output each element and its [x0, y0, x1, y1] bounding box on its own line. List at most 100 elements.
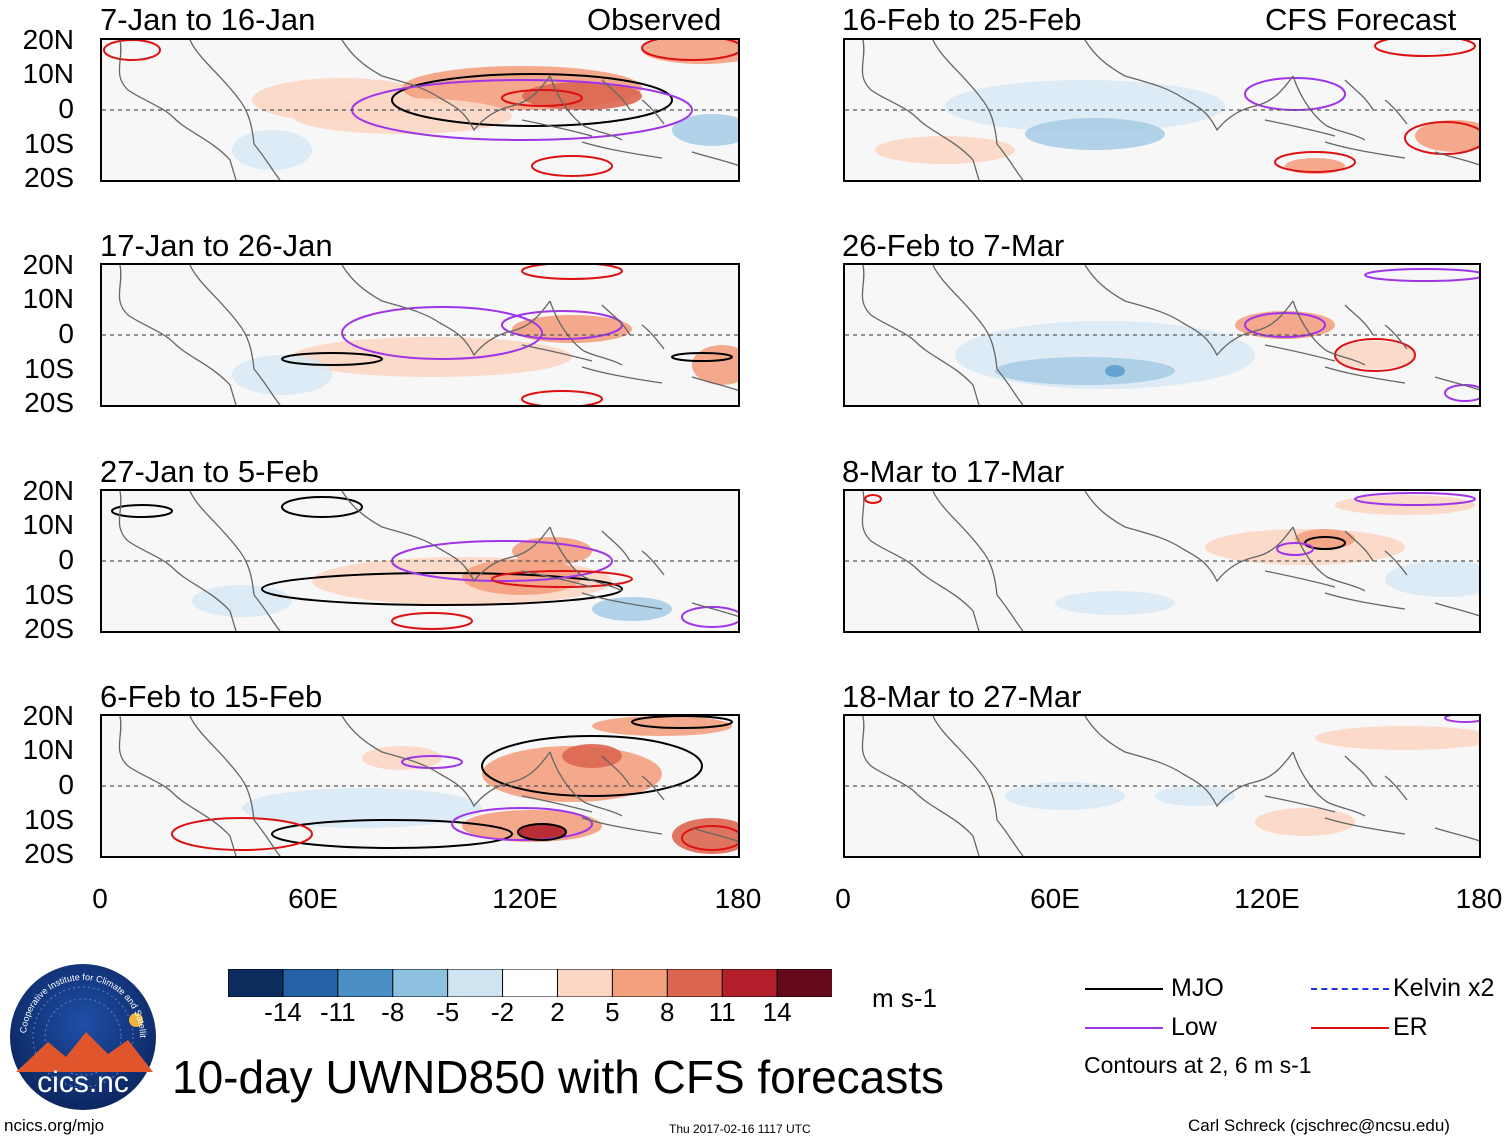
main-title: 10-day UWND850 with CFS forecasts [172, 1051, 945, 1103]
map-field [102, 265, 738, 405]
wind-anomaly-shading [292, 98, 512, 134]
wind-anomaly-shading [192, 585, 292, 617]
map-panel-8 [843, 714, 1481, 858]
legend-label-er: ER [1393, 1013, 1428, 1041]
footer-author: Carl Schreck (cjschrec@ncsu.edu) [1188, 1116, 1450, 1135]
colorbar-tick-label: 5 [605, 997, 620, 1027]
legend-label-mjo: MJO [1171, 974, 1224, 1002]
lat-label-0: 0 [58, 544, 74, 575]
lat-label-10s: 10S [24, 579, 74, 610]
filter-contour [521, 265, 623, 280]
filter-contour [631, 716, 733, 729]
filter-contour [1334, 338, 1416, 372]
panel-title-5: 27-Jan to 5-Feb [100, 454, 319, 489]
wind-anomaly-shading [232, 130, 312, 170]
map-panel-7 [100, 714, 740, 858]
colorbar-swatch [666, 968, 724, 998]
filter-contour [1354, 492, 1476, 506]
panel-tag-forecast: CFS Forecast [1265, 2, 1457, 37]
filter-contour [1444, 384, 1479, 402]
colorbar-tick-label: 2 [550, 997, 565, 1027]
colorbar-swatch [282, 968, 339, 998]
legend-swatch-er [1311, 1027, 1389, 1029]
wind-anomaly-shading [512, 537, 592, 565]
colorbar-tick-label: -8 [381, 997, 405, 1027]
filter-contour [481, 735, 703, 797]
filter-contour [671, 352, 733, 362]
wind-anomaly-shading [1235, 311, 1335, 339]
panel-title-7: 6-Feb to 15-Feb [100, 679, 323, 714]
wind-anomaly-shading [945, 80, 1225, 132]
wind-anomaly-shading [1055, 591, 1175, 615]
map-field [102, 491, 738, 631]
lon-label-60e: 60E [288, 883, 338, 914]
map-field [845, 40, 1479, 180]
lon-label-60e: 60E [1030, 883, 1080, 914]
lat-label-0: 0 [58, 769, 74, 800]
filter-contour [391, 612, 473, 630]
panel-title-4: 26-Feb to 7-Mar [842, 228, 1065, 263]
panel-title-3: 17-Jan to 26-Jan [100, 228, 333, 263]
colorbar-tick-label: 11 [708, 997, 736, 1027]
filter-contour [281, 352, 383, 366]
lat-label-10n: 10N [22, 509, 74, 540]
colorbar-tick-label: -14 [264, 997, 302, 1027]
colorbar-tick-label: -5 [436, 997, 460, 1027]
wind-anomaly-shading [995, 357, 1175, 385]
wind-anomaly-shading [875, 136, 1015, 164]
colorbar-swatch [227, 968, 284, 998]
colorbar-swatch [611, 968, 669, 998]
lon-label-120e: 120E [492, 883, 558, 914]
footer-url[interactable]: ncics.org/mjo [4, 1116, 105, 1135]
colorbar-swatch [502, 968, 559, 998]
filter-contour [1444, 716, 1479, 723]
filter-contour [1244, 312, 1326, 338]
lat-label-20s: 20S [24, 162, 74, 193]
lat-label-20n: 20N [22, 475, 74, 506]
lat-label-20n: 20N [22, 249, 74, 280]
lon-label-0: 0 [835, 883, 851, 914]
coastline [118, 40, 738, 180]
lat-label-20s: 20S [24, 838, 74, 869]
lat-label-20n: 20N [22, 24, 74, 55]
wind-anomaly-shading [292, 337, 572, 377]
colorbar-tick-label: -11 [319, 997, 356, 1027]
filter-contour [401, 755, 463, 769]
panel-title-1: 7-Jan to 16-Jan [100, 2, 316, 37]
filter-contour [1404, 121, 1479, 155]
colorbar [227, 968, 834, 998]
filter-contour [1364, 268, 1479, 282]
filter-contour [681, 825, 738, 851]
lat-label-10s: 10S [24, 353, 74, 384]
lon-label-180: 180 [714, 883, 762, 914]
lat-label-20n: 20N [22, 700, 74, 731]
wind-anomaly-shading [1205, 529, 1405, 565]
filter-contour [681, 606, 738, 628]
lat-label-0: 0 [58, 93, 74, 124]
coastline [118, 491, 738, 631]
lat-label-10n: 10N [22, 58, 74, 89]
filter-contour [517, 823, 567, 841]
map-field [845, 265, 1479, 405]
colorbar-swatch [392, 968, 449, 998]
wind-anomaly-shading [1285, 158, 1345, 174]
colorbar-swatch [447, 968, 504, 998]
contours-note: Contours at 2, 6 m s-1 [1084, 1052, 1312, 1078]
lat-label-10n: 10N [22, 734, 74, 765]
filter-contour [271, 819, 513, 849]
wind-anomaly-shading [1335, 341, 1415, 369]
wind-anomaly-shading [562, 744, 622, 768]
colorbar-swatch [721, 968, 779, 998]
filter-contour [531, 155, 613, 177]
filter-contour [1276, 542, 1314, 556]
filter-contour [641, 40, 738, 61]
coastline [861, 716, 1479, 856]
footer-timestamp: Thu 2017-02-16 1117 UTC [669, 1122, 811, 1136]
legend-swatch-low [1085, 1027, 1163, 1029]
wind-anomaly-shading [1315, 726, 1479, 750]
filter-contour [341, 306, 543, 360]
wind-anomaly-shading [1105, 365, 1125, 377]
legend-label-low: Low [1171, 1013, 1217, 1041]
wind-anomaly-shading [1255, 808, 1355, 836]
lon-label-120e: 120E [1234, 883, 1300, 914]
